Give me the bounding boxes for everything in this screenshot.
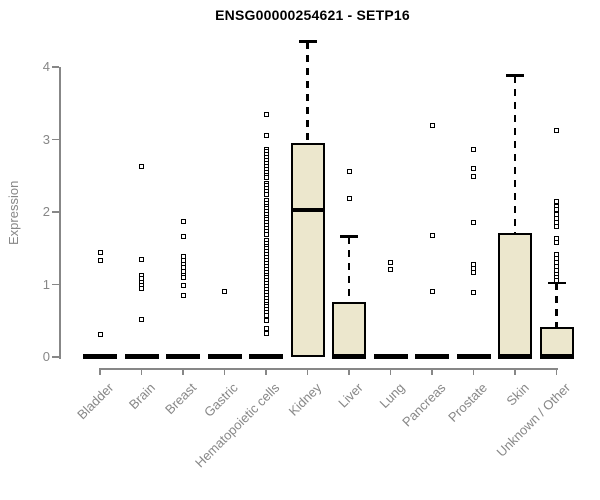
x-tick (265, 368, 267, 375)
median-zero-bar (166, 353, 200, 359)
outlier-point (346, 168, 352, 174)
x-tick (389, 368, 392, 375)
y-tick (52, 356, 59, 358)
x-tick (348, 368, 350, 375)
outlier-point (139, 286, 144, 292)
outlier-point (97, 250, 103, 256)
x-axis-line (99, 368, 558, 370)
median-zero-bar (332, 353, 366, 359)
median-zero-bar (207, 353, 242, 359)
x-tick (472, 368, 475, 375)
outlier-point (222, 288, 227, 294)
y-tick-label: 1 (42, 276, 50, 292)
outlier-point (471, 173, 476, 179)
x-tick (555, 368, 558, 375)
median-zero-bar (124, 353, 159, 359)
outlier-point (471, 269, 476, 275)
whisker-line (306, 41, 309, 144)
outlier-point (429, 288, 435, 294)
outlier-point (263, 317, 269, 323)
outlier-point (554, 128, 559, 134)
x-category-label: Kidney (285, 380, 325, 419)
x-category-label: Lung (376, 380, 408, 412)
outlier-point (263, 132, 269, 138)
x-category-label: Gastric (201, 380, 242, 420)
outlier-point (471, 289, 476, 295)
x-tick (514, 368, 516, 375)
whisker-line (555, 283, 558, 327)
chart-title: ENSG00000254621 - SETP16 (215, 7, 410, 23)
y-tick-label: 4 (42, 59, 50, 74)
x-tick (431, 368, 433, 375)
median-zero-bar (373, 353, 408, 359)
median-line (290, 207, 325, 213)
outlier-point (554, 224, 559, 229)
x-tick (99, 368, 101, 375)
x-tick (223, 368, 226, 375)
outlier-point (388, 266, 393, 272)
y-tick (52, 138, 59, 141)
y-axis-line (59, 67, 61, 359)
box (498, 233, 532, 357)
outlier-point (139, 163, 144, 169)
outlier-point (263, 111, 269, 117)
box (539, 326, 574, 357)
x-tick (140, 368, 143, 375)
outlier-point (139, 257, 144, 263)
median-zero-bar (249, 353, 283, 359)
outlier-point (263, 231, 269, 237)
outlier-point (429, 123, 435, 129)
median-zero-bar (539, 353, 574, 359)
outlier-point (180, 234, 186, 240)
whisker-cap (506, 74, 524, 77)
outlier-point (139, 316, 144, 322)
x-category-label: Bladder (74, 380, 117, 423)
outlier-point (180, 292, 186, 298)
median-zero-bar (415, 353, 449, 359)
outlier-point (263, 331, 269, 337)
outlier-point (263, 174, 269, 180)
x-category-label: Breast (162, 380, 200, 418)
x-category-label: Brain (126, 380, 159, 413)
outlier-point (97, 332, 103, 338)
whisker-cap (340, 235, 358, 238)
outlier-point (471, 147, 476, 153)
outlier-point (263, 325, 269, 331)
y-tick-label: 0 (42, 349, 50, 364)
outlier-point (180, 275, 186, 281)
y-tick (52, 283, 59, 286)
whisker-line (513, 75, 517, 233)
median-zero-bar (456, 353, 491, 359)
x-category-label: Skin (503, 380, 532, 409)
y-tick (52, 66, 59, 68)
outlier-point (554, 278, 559, 284)
median-zero-bar (83, 353, 117, 359)
outlier-point (180, 283, 186, 289)
x-tick (306, 368, 309, 375)
box (290, 143, 325, 357)
x-category-label: Pancreas (399, 380, 449, 430)
y-axis-label: Expression (6, 180, 21, 245)
outlier-point (471, 219, 476, 225)
outlier-point (346, 195, 352, 201)
outlier-point (388, 259, 393, 265)
median-zero-bar (498, 353, 532, 359)
y-tick-label: 3 (42, 131, 50, 147)
x-category-label: Unknown / Other (493, 380, 574, 460)
x-category-label: Prostate (445, 380, 491, 425)
x-category-label: Liver (335, 380, 366, 411)
outlier-point (97, 258, 103, 264)
outlier-point (554, 239, 559, 245)
outlier-point (263, 192, 269, 198)
outlier-point (429, 232, 435, 238)
x-tick (182, 368, 184, 375)
whisker-line (347, 236, 351, 302)
outlier-point (180, 218, 186, 224)
outlier-point (471, 166, 476, 171)
whisker-cap (298, 40, 317, 43)
y-tick (52, 211, 59, 213)
y-tick-label: 2 (42, 204, 50, 219)
box (332, 301, 366, 357)
